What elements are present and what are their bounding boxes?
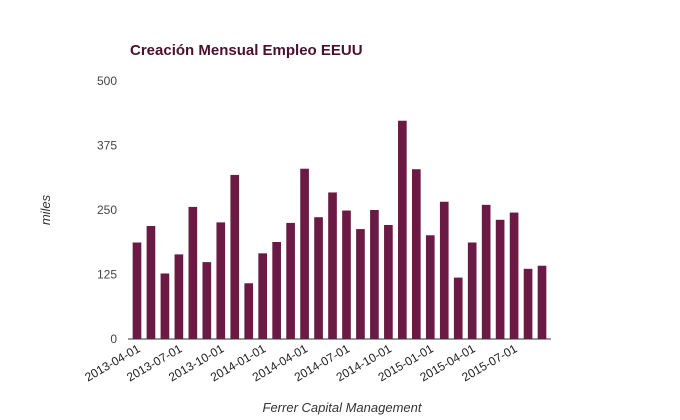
bar-2015-02-01 [439,201,449,339]
bar-2014-05-01 [314,217,323,339]
bar-2015-09-01 [537,265,547,339]
y-tick-label: 250 [97,203,117,217]
bar-2013-06-01 [160,273,170,339]
bar-2014-10-01 [384,224,393,339]
bar-2015-05-01 [481,204,491,339]
bar-2014-01-01 [258,253,268,339]
bar-2015-01-01 [425,235,435,339]
bar-2014-12-01 [411,169,421,339]
bar-2013-10-01 [216,222,226,339]
bar-2015-07-01 [509,212,519,339]
bar-2014-02-01 [272,241,281,339]
y-axis: 0 125 250 375 500 [97,74,117,346]
x-axis-label: Ferrer Capital Management [263,400,423,415]
y-tick-label: 375 [97,139,117,153]
y-tick-label: 500 [97,74,117,88]
bar-2015-03-01 [453,277,463,339]
bar-2013-11-01 [230,174,240,339]
y-tick-label: 0 [110,332,117,346]
bars-group [132,120,547,340]
bar-2014-09-01 [370,210,379,339]
bar-2013-12-01 [244,283,254,339]
bar-2014-07-01 [342,210,351,339]
bar-2015-06-01 [495,219,505,339]
x-axis-ticks: 2013-04-012013-07-012013-10-012014-01-01… [82,341,520,384]
bar-2015-08-01 [523,268,533,339]
bar-2013-05-01 [146,225,156,339]
bar-2014-11-01 [398,120,407,340]
bar-2014-06-01 [328,192,337,339]
bar-2013-07-01 [174,254,184,339]
bar-2015-04-01 [467,242,477,339]
bar-2014-08-01 [356,229,365,339]
bar-2014-03-01 [286,222,295,339]
bar-2013-04-01 [132,242,142,339]
chart-title: Creación Mensual Empleo EEUU [130,42,363,59]
bar-2013-09-01 [202,262,212,339]
bar-2013-08-01 [188,206,198,339]
y-axis-label: miles [38,194,53,225]
bar-2014-04-01 [300,168,309,339]
y-tick-label: 125 [97,268,117,282]
